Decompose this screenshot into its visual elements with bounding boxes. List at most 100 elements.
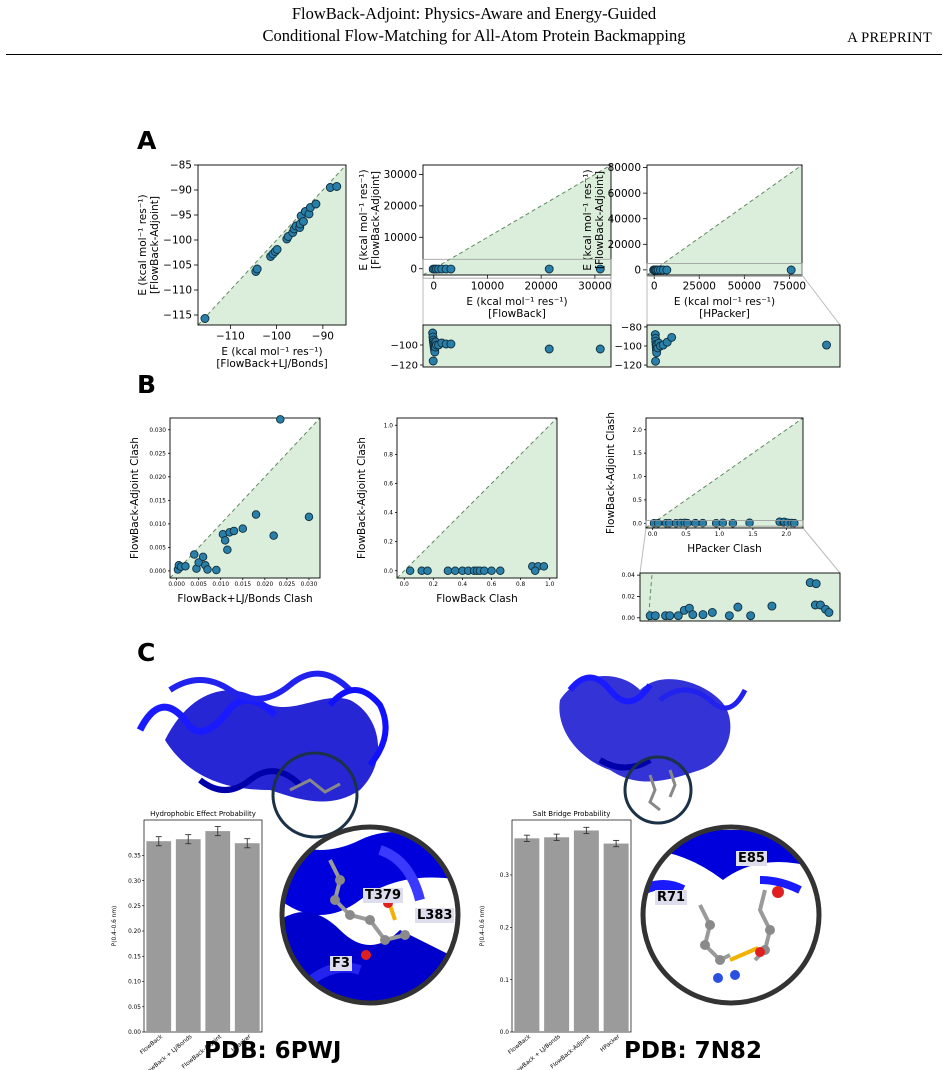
data-point — [746, 611, 756, 621]
data-point — [728, 518, 738, 528]
y-tick-label: 0.3 — [500, 873, 510, 879]
diagonal-line — [396, 417, 558, 579]
page-header: FlowBack-Adjoint: Physics-Aware and Ener… — [0, 0, 948, 62]
x-tick-label: 2.0 — [782, 531, 792, 538]
y-tick-label: 0.025 — [149, 451, 166, 457]
residue-label-f3: F3 — [330, 956, 352, 971]
scatter-panel-a2inset: −100 −120 — [391, 324, 612, 372]
residue-label-r71: R71 — [655, 890, 688, 905]
data-point — [450, 566, 460, 575]
protein-structure-7n82 — [559, 674, 748, 825]
data-point — [530, 566, 540, 575]
data-point — [304, 512, 314, 522]
x-tick-label: 0.025 — [279, 582, 296, 588]
data-point — [269, 531, 278, 540]
y-tick-label: 0.010 — [149, 522, 166, 528]
x-axis-label-sub: [FlowBack] — [488, 308, 546, 320]
y-tick-label: 0.20 — [128, 929, 141, 935]
x-tick-label: 0.5 — [681, 531, 691, 538]
bar — [544, 837, 570, 1032]
y-tick-label: 80000 — [608, 162, 641, 174]
y-tick-label: −100 — [391, 341, 418, 352]
y-axis-label-sub: [FlowBack-Adjoint] — [594, 171, 606, 269]
zoom-box — [646, 263, 803, 277]
scatter-panel-b1: 0.000 0.005 0.010 0.015 0.020 0.025 0.030 0.000… — [129, 415, 321, 605]
x-axis-label: HPacker Clash — [687, 543, 762, 555]
data-point — [650, 611, 660, 621]
data-point — [824, 608, 834, 617]
data-point — [428, 356, 438, 366]
x-tick-label: 0.030 — [301, 582, 318, 588]
scatter-panel-a1: −110 −100 −90 −115 −110 −105 −100 −95 −90 −85 E (k… — [137, 160, 347, 370]
data-point — [539, 562, 549, 571]
y-tick-label: 0.10 — [128, 980, 141, 986]
bar — [573, 830, 599, 1032]
panel-label-a: A — [137, 126, 157, 155]
y-axis-label: E (kcal mol⁻¹ res⁻¹) — [358, 169, 370, 270]
y-tick-label: −95 — [170, 210, 192, 222]
data-point — [487, 566, 496, 575]
data-point — [595, 264, 605, 274]
data-point — [698, 518, 708, 528]
zoom-box — [422, 258, 612, 279]
y-tick-label: 0.000 — [149, 569, 166, 575]
preprint-label: A PREPRINT — [847, 30, 932, 46]
y-tick-label: 0.1 — [500, 978, 510, 984]
data-point — [733, 602, 743, 612]
y-tick-label: 0.6 — [384, 481, 394, 487]
y-tick-label: −115 — [163, 310, 192, 322]
data-point — [786, 265, 796, 275]
chart-title: Hydrophobic Effect Probability — [150, 810, 256, 818]
scatter-panel-a3inset: −80 −100 −120 — [615, 322, 841, 372]
plot-frame — [645, 417, 804, 529]
data-point — [673, 611, 683, 621]
y-tick-label: 0.05 — [128, 1005, 141, 1011]
data-point — [229, 526, 239, 536]
scatter-panel-b3inset: 0.00 0.02 0.04 — [622, 572, 841, 622]
bar-chart-c1: Hydrophobic Effect Probability 0.00 0.05 0.… — [112, 810, 263, 1070]
x-tick-label: 0.0 — [648, 531, 658, 538]
plot-frame — [422, 324, 612, 368]
y-tick-label: −110 — [163, 285, 192, 297]
data-point — [707, 608, 717, 617]
data-point — [405, 566, 415, 575]
scatter-panel-a2: 0 10000 20000 30000 0 10000 20000 30000 E (kcal … — [358, 164, 612, 320]
x-tick-label: −90 — [312, 331, 334, 343]
data-point — [724, 611, 734, 621]
diagonal-line — [422, 164, 612, 276]
y-tick-label: −100 — [163, 235, 192, 247]
bar — [146, 841, 172, 1032]
inset-fill — [647, 325, 840, 367]
x-axis-label: FlowBack Clash — [436, 593, 518, 605]
pdb-label-7n82: PDB: 7N82 — [624, 1038, 762, 1064]
bar — [514, 838, 540, 1032]
x-tick-label: 0 — [430, 281, 437, 293]
x-tick-label: 30000 — [578, 281, 611, 293]
x-tick-label: 1.5 — [748, 531, 758, 538]
x-tick-label: 25000 — [683, 281, 716, 293]
y-tick-label: 0.15 — [128, 954, 141, 960]
data-point — [190, 550, 199, 559]
category-label: FlowBack — [139, 1034, 164, 1057]
y-tick-label: 0.0 — [384, 569, 394, 575]
scatter-panel-b2: 0.0 0.2 0.4 0.6 0.8 1.0 0.0 0.2 0.4 0.6 0.8 1.0 Flow… — [356, 417, 558, 605]
y-tick-label: −85 — [170, 160, 192, 172]
x-axis-label: E (kcal mol⁻¹ res⁻¹) — [221, 346, 322, 358]
data-point — [667, 332, 677, 342]
y-axis-label-sub: [FlowBack-Adjoint] — [370, 171, 382, 269]
data-point — [688, 610, 698, 620]
plot-frame — [422, 164, 612, 276]
data-point — [238, 524, 248, 533]
y-tick-label: 0.0 — [500, 1030, 510, 1036]
data-point — [446, 264, 456, 274]
residue-label-e85: E85 — [736, 851, 767, 866]
zoom-circle-6pwj — [279, 824, 461, 1006]
y-tick-label: 0.4 — [384, 511, 394, 517]
x-tick-label: −100 — [262, 331, 291, 343]
plot-frame — [646, 164, 803, 276]
x-tick-label: 0.000 — [168, 582, 185, 588]
plot-frame — [197, 164, 347, 326]
data-point — [423, 566, 432, 575]
y-tick-label: −80 — [621, 322, 642, 333]
